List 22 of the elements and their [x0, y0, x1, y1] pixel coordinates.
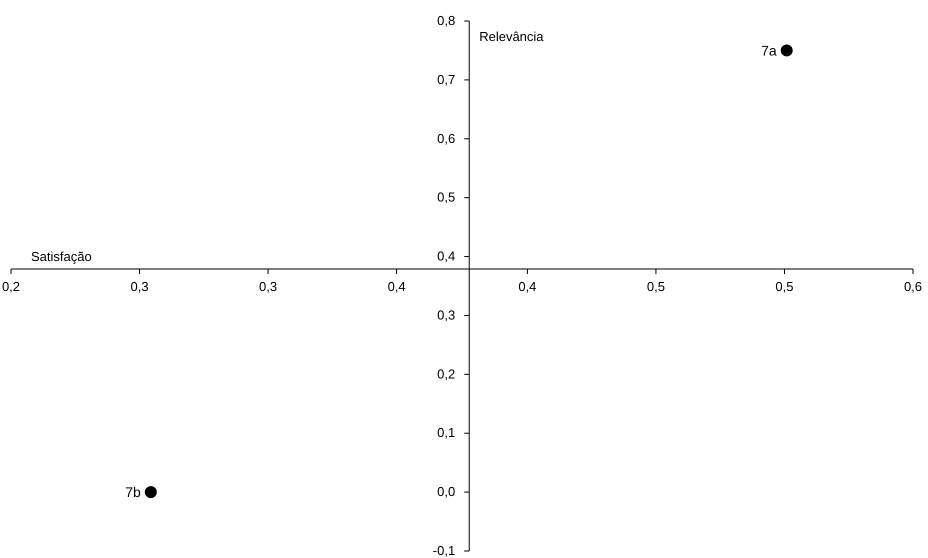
x-tick-label: 0,2 — [2, 279, 20, 294]
x-axis-title: Satisfação — [31, 249, 92, 264]
y-tick-label: 0,1 — [437, 425, 456, 440]
x-tick-label: 0,5 — [775, 279, 794, 294]
y-tick-label: 0,2 — [437, 366, 456, 382]
annotation: 7b — [125, 484, 142, 500]
y-tick-label: 0,0 — [437, 484, 456, 500]
x-tick-label: 0,3 — [259, 279, 278, 294]
y-tick-label: 0,3 — [437, 307, 456, 322]
y-tick-label: 0,7 — [437, 72, 456, 87]
y-axis-title: Relevância — [479, 29, 544, 44]
y-tick-label: 0,4 — [437, 248, 456, 264]
annotation: 7a — [761, 42, 777, 58]
x-tick-label: 0,4 — [518, 279, 536, 294]
y-tick-label: -0,1 — [432, 543, 456, 558]
y-tick-label: 0,6 — [437, 130, 456, 146]
y-tick-label: 0,8 — [437, 13, 456, 28]
x-tick-label: 0,5 — [646, 279, 665, 294]
y-tick-label: 0,5 — [437, 190, 456, 205]
x-tick-label: 0,6 — [904, 279, 922, 294]
x-tick-label: 0,4 — [388, 279, 406, 294]
x-tick-label: 0,3 — [130, 279, 149, 294]
